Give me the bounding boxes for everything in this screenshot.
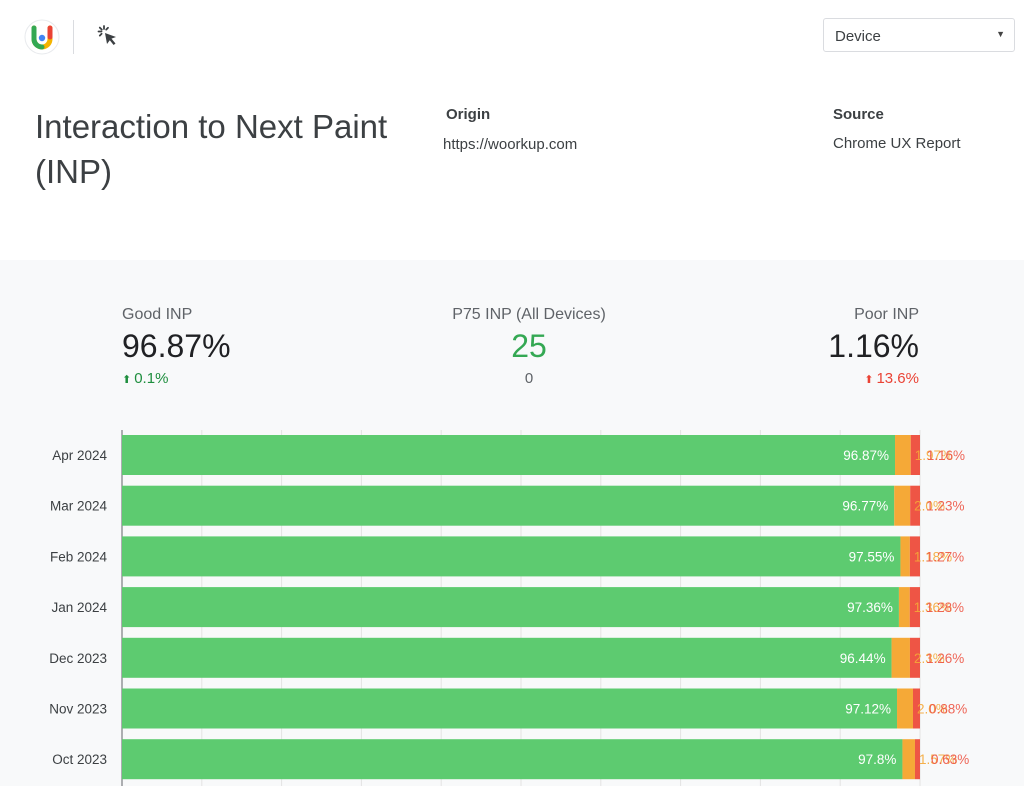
kpi-good-inp: Good INP 96.87% ⬆ 0.1%	[122, 306, 231, 387]
bar-good	[122, 536, 901, 577]
app-logo[interactable]	[24, 19, 60, 55]
bar-needs-improvement	[898, 587, 910, 628]
device-select[interactable]: Device ▼	[823, 18, 1015, 52]
cursor-click-icon[interactable]	[96, 24, 122, 50]
category-label: Feb 2024	[50, 549, 108, 564]
bar-good	[122, 587, 899, 628]
data-label-good: 97.8%	[858, 752, 896, 767]
category-label: Mar 2024	[50, 499, 108, 514]
bar-needs-improvement	[891, 637, 910, 678]
category-label: Nov 2023	[49, 702, 107, 717]
source-value: Chrome UX Report	[833, 135, 961, 152]
arrow-up-icon: ⬆	[122, 374, 132, 386]
top-bar: Device ▼	[0, 0, 1024, 76]
category-label: Jan 2024	[51, 600, 107, 615]
data-label-needs-improvement: 2.3%	[914, 651, 945, 666]
bar-poor	[909, 536, 920, 577]
bar-needs-improvement	[900, 536, 910, 577]
data-label-poor: 0.63%	[931, 752, 969, 767]
bar-good	[122, 739, 903, 780]
kpi-poor-label: Poor INP	[854, 306, 919, 323]
device-select-value: Device	[835, 28, 881, 45]
data-label-poor: 1.26%	[926, 651, 964, 666]
kpi-poor-delta-value: 13.6%	[876, 370, 919, 387]
kpi-poor-value: 1.16%	[828, 328, 919, 364]
data-label-good: 96.44%	[840, 651, 886, 666]
origin-label: Origin	[446, 106, 491, 123]
bar-poor	[912, 688, 920, 729]
data-label-needs-improvement: 1.18%	[914, 549, 952, 564]
data-label-needs-improvement: 2.0%	[917, 702, 948, 717]
bar-good	[122, 688, 898, 729]
data-label-good: 97.12%	[845, 702, 891, 717]
bar-poor	[910, 435, 920, 475]
kpi-good-label: Good INP	[122, 306, 193, 323]
kpi-poor-inp: Poor INP 1.16% ⬆ 13.6%	[828, 306, 919, 387]
data-label-good: 97.55%	[849, 549, 895, 564]
data-label-good: 96.87%	[843, 448, 889, 463]
kpi-good-value: 96.87%	[122, 328, 231, 364]
inp-distribution-chart: Apr 2024 96.87% 1.97%1.16% Mar 2024 96.77% 2.…	[49, 430, 969, 786]
chevron-down-icon: ▼	[996, 29, 1005, 39]
kpi-p75-label: P75 INP (All Devices)	[452, 306, 606, 323]
bar-needs-improvement	[902, 739, 915, 780]
arrow-up-icon: ⬆	[864, 374, 874, 386]
data-label-needs-improvement: 1.57%	[919, 752, 957, 767]
bar-needs-improvement	[894, 485, 911, 526]
source-label: Source	[833, 106, 884, 123]
kpi-good-delta: ⬆ 0.1%	[122, 370, 231, 387]
data-label-poor: 0.88%	[929, 702, 967, 717]
data-label-good: 96.77%	[842, 499, 888, 514]
page-title: Interaction to Next Paint (INP)	[35, 108, 388, 190]
bar-good	[122, 485, 895, 526]
bar-good	[122, 435, 896, 475]
data-label-needs-improvement: 2.0%	[914, 499, 945, 514]
data-label-poor: 1.28%	[926, 600, 964, 615]
kpi-poor-delta: ⬆ 13.6%	[828, 370, 919, 387]
data-label-poor: 1.16%	[927, 448, 965, 463]
category-label: Oct 2023	[52, 752, 107, 767]
kpi-good-delta-value: 0.1%	[134, 370, 169, 387]
origin-value: https://woorkup.com	[443, 136, 578, 153]
data-label-poor: 1.27%	[926, 549, 964, 564]
bar-needs-improvement	[897, 688, 913, 729]
bar-good	[122, 637, 892, 678]
category-label: Dec 2023	[49, 651, 107, 666]
category-label: Apr 2024	[52, 448, 107, 463]
bar-poor	[909, 587, 920, 628]
bar-poor	[910, 485, 920, 526]
bar-poor	[909, 637, 920, 678]
kpi-p75-delta: 0	[524, 370, 534, 387]
bar-poor	[914, 739, 920, 780]
data-label-poor: 1.23%	[926, 499, 964, 514]
toolbar-divider	[73, 20, 74, 54]
data-label-needs-improvement: 1.97%	[915, 448, 953, 463]
kpi-p75-value: 25	[511, 328, 547, 364]
bar-needs-improvement	[895, 435, 911, 475]
kpi-p75-inp: P75 INP (All Devices) 25 0	[429, 306, 629, 387]
data-label-needs-improvement: 1.36%	[914, 600, 952, 615]
data-label-good: 97.36%	[847, 600, 893, 615]
